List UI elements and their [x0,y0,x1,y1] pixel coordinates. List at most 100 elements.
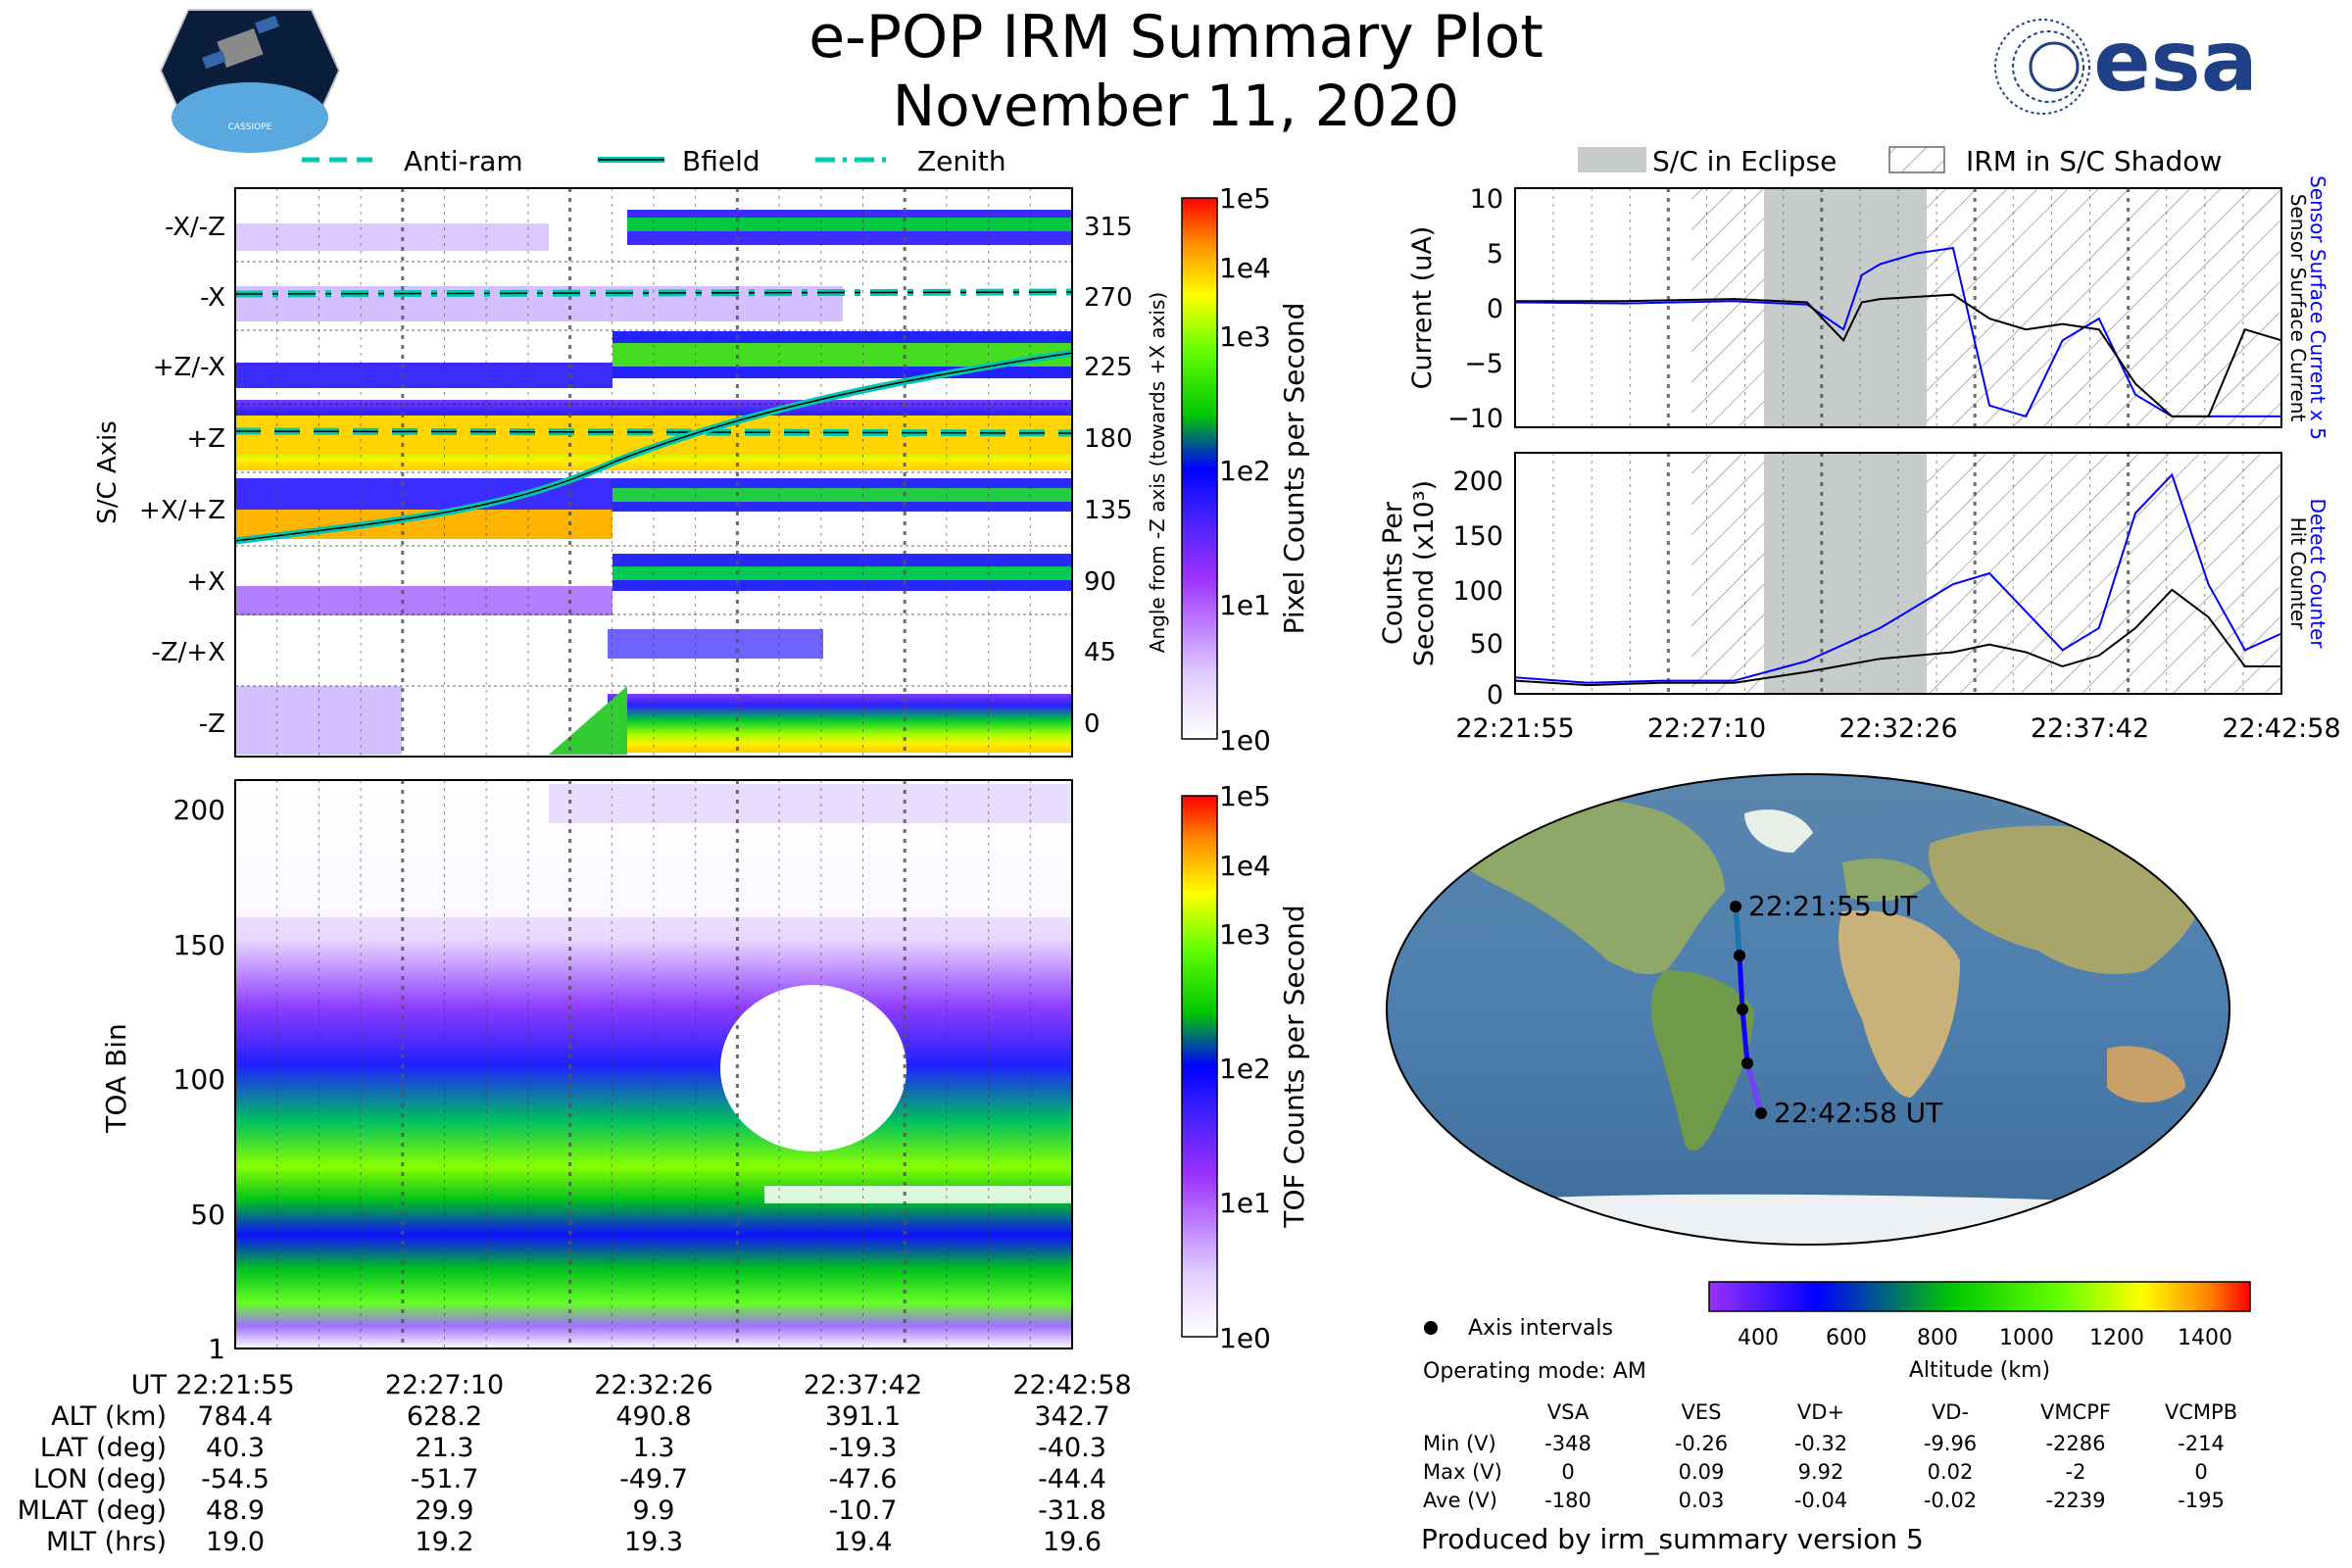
page-date: November 11, 2020 [893,73,1459,139]
track-point-3 [1737,1004,1748,1015]
world-map: 22:21:55 UT 22:42:58 UT [1386,773,2230,1246]
ephemeris-cell: -47.6 [829,1464,898,1494]
counts-panel: 200 150 100 50 0 Counts Per Second (x10³… [1378,452,2341,744]
pixel-colorbar: 1e5 1e4 1e3 1e2 1e1 1e0 Pixel Counts per… [1181,182,1310,757]
cnt-tick-200: 200 [1452,466,1503,497]
sc-axis-ylabel: S/C Axis [93,420,122,524]
esa-logo-text: esa [2093,13,2258,111]
toa-tick-200: 200 [173,794,225,826]
ephemeris-cell: 19.6 [1043,1527,1102,1557]
legend-shadow-swatch [1888,146,1945,173]
voltage-cell: -2 [2066,1460,2086,1484]
ephemeris-cell: 19.3 [624,1527,683,1557]
cnt-tick-0: 0 [1487,680,1503,710]
toa-ylabel: TOA Bin [100,1023,132,1133]
series-line-black [1515,293,2282,417]
voltage-row-label: Max (V) [1423,1460,1502,1484]
sc-angle-225: 225 [1084,353,1133,382]
ephemeris-cell: 19.4 [833,1527,892,1557]
voltage-cell: -180 [1544,1489,1592,1512]
alt-tick-800: 800 [1917,1326,1958,1350]
sc-angle-90: 90 [1084,567,1116,597]
sc-angle-180: 180 [1084,424,1133,454]
track-point-5 [1755,1107,1767,1119]
cur-tick-10: 10 [1470,184,1503,215]
sc-axis-frame [234,187,1073,758]
ephemeris-table: UT ALT (km) LAT (deg) LON (deg) MLAT (de… [18,1370,1132,1557]
ephemeris-cell: 9.9 [633,1495,675,1526]
voltage-cell: -9.96 [1924,1432,1977,1455]
tof-colorbar-label: TOF Counts per Second [1278,905,1310,1228]
voltage-table: VSA VES VD+ VD- VMCPF VCMPB Min (V) -348 -0.26 -… [1423,1400,2237,1512]
sc-label-xz: +X/+Z [139,496,225,525]
cnt-tick-100: 100 [1452,576,1503,607]
toa-tick-50: 50 [190,1199,225,1231]
sc-axis-heatmap-bands [235,210,1072,755]
voltage-cell: -195 [2178,1489,2225,1512]
eph-row-lon: LON (deg) [33,1464,167,1494]
current-frame [1514,187,2282,428]
legend-antiram: Anti-ram [404,145,523,177]
greenland [1744,809,1813,853]
voltage-cell: 9.92 [1798,1460,1844,1484]
pix-cb-1e1: 1e1 [1219,589,1271,621]
voltage-cell: -214 [2178,1432,2225,1455]
voltage-header: VMCPF [2040,1400,2111,1424]
map-start-label: 22:21:55 UT [1748,890,1918,922]
sc-axis-panel: -X/-Z -X +Z/-X +Z +X/+Z +X -Z/+X -Z 315 … [93,187,1169,758]
pix-cb-1e4: 1e4 [1219,252,1271,284]
tof-cb-1e2: 1e2 [1219,1053,1271,1085]
sc-label-zx: +Z/-X [153,353,225,382]
tof-cb-1e0: 1e0 [1219,1322,1271,1354]
time-tick-label: 22:37:42 [2031,713,2149,744]
sc-label-xz-neg: -X/-Z [165,213,225,242]
current-eclipse [1764,188,1927,427]
sc-label-z: +Z [186,424,225,454]
tof-cb-1e1: 1e1 [1219,1187,1271,1219]
legend-eclipse-swatch [1578,147,1646,172]
counts-frame [1514,452,2282,695]
ephemeris-cell: 48.9 [206,1495,265,1526]
tof-cb-1e4: 1e4 [1219,850,1271,882]
current-ylabel: Current (uA) [1407,226,1438,390]
sc-label-zx-neg: -Z/+X [151,638,225,667]
ephemeris-cell: 784.4 [197,1401,272,1432]
cur-tick-5: 5 [1487,239,1503,270]
voltage-cell: -348 [1544,1432,1592,1455]
cur-tick-m5: −5 [1464,349,1503,379]
ephemeris-cell: 22:21:55 [175,1370,294,1400]
legend-left: Anti-ram Bfield Zenith [302,145,1006,177]
legend-bfield: Bfield [682,145,760,177]
eph-row-alt: ALT (km) [51,1401,167,1432]
ephemeris-cell: 19.0 [206,1527,265,1557]
ephemeris-cell: -54.5 [201,1464,270,1494]
ephemeris-cell: 1.3 [633,1433,675,1463]
ephemeris-cell: 22:27:10 [385,1370,504,1400]
eph-row-mlt: MLT (hrs) [46,1527,167,1557]
ephemeris-cell: -31.8 [1038,1495,1106,1526]
ephemeris-cell: -49.7 [619,1464,688,1494]
track-point-1 [1730,901,1741,912]
current-right-black: Sensor Surface Current [2286,194,2310,422]
legend-zenith: Zenith [917,145,1006,177]
voltage-cell: 0.03 [1679,1489,1725,1512]
sc-label-z-neg: -Z [199,710,225,739]
toa-tick-1: 1 [208,1333,225,1365]
voltage-cell: 0 [1561,1460,1574,1484]
sc-angle-45: 45 [1084,638,1116,667]
toa-gap [720,985,906,1152]
ephemeris-cell: -40.3 [1038,1433,1106,1463]
eph-row-mlat: MLAT (deg) [18,1495,167,1526]
series-line-black [1514,588,2281,687]
voltage-header: VD- [1932,1400,1969,1424]
voltage-cell: 0.09 [1679,1460,1725,1484]
sc-angle-315: 315 [1084,213,1133,242]
ephemeris-cell: 628.2 [407,1401,482,1432]
toa-frame [234,779,1073,1349]
axis-interval-marker [1424,1321,1438,1335]
counts-eclipse [1764,453,1927,694]
alt-tick-600: 600 [1826,1326,1867,1350]
map-end-label: 22:42:58 UT [1774,1097,1943,1129]
voltage-header: VD+ [1797,1400,1844,1424]
